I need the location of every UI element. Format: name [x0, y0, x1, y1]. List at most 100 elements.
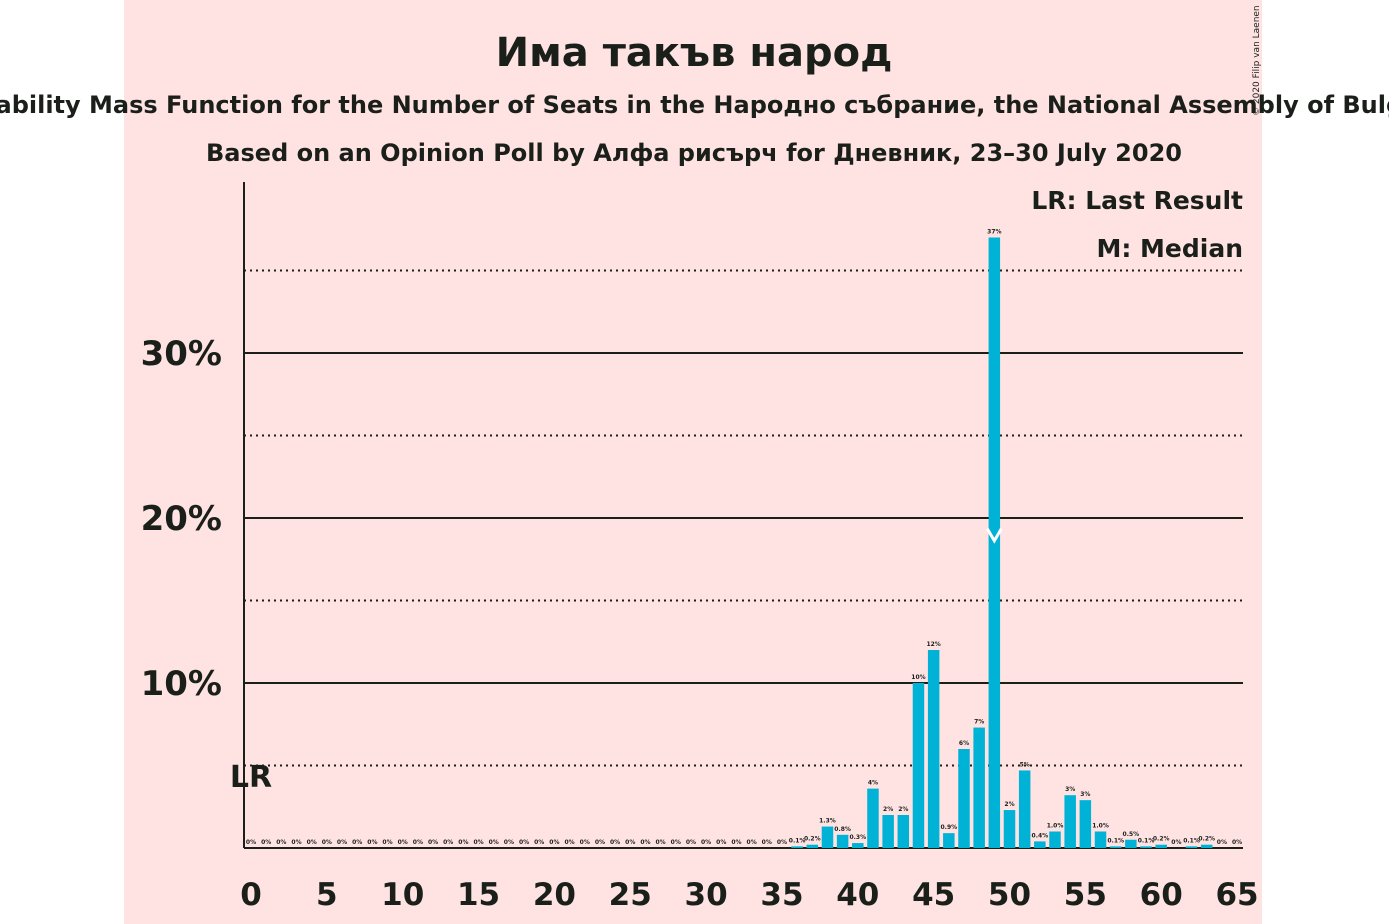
bar-label: 0.9% — [940, 824, 957, 831]
bar-label: 0.1% — [1138, 837, 1155, 844]
bar-label: 0% — [413, 839, 423, 846]
x-tick-label: 65 — [1215, 877, 1258, 913]
bar — [973, 727, 985, 848]
bar — [1064, 795, 1076, 848]
bar-label: 0% — [1217, 839, 1227, 846]
bar — [927, 650, 940, 848]
bar — [1018, 770, 1031, 848]
bar — [821, 826, 834, 848]
x-tick-label: 30 — [685, 877, 728, 913]
bar-label: 0% — [762, 839, 772, 846]
bar-label: 1.3% — [819, 818, 836, 825]
bar — [958, 749, 970, 848]
x-tick-label: 0 — [240, 877, 262, 913]
bar — [1109, 846, 1122, 848]
bar-label: 0% — [716, 839, 726, 846]
x-tick-label: 55 — [1064, 877, 1107, 913]
bar-label: 0.3% — [849, 834, 866, 841]
chart-subtitle-2: Based on an Opinion Poll by Алфа рисърч … — [206, 139, 1182, 167]
x-tick-label: 60 — [1140, 877, 1183, 913]
x-tick-label: 5 — [316, 877, 338, 913]
bar — [852, 843, 864, 848]
bar-label: 0.1% — [789, 837, 806, 844]
y-tick-label: 20% — [141, 499, 222, 539]
x-tick-label: 50 — [988, 877, 1031, 913]
bar-label: 0% — [443, 839, 453, 846]
bar-label: 0% — [489, 839, 499, 846]
bar-label: 2% — [898, 806, 908, 813]
bar-label: 3% — [1080, 791, 1090, 798]
bar-label: 0% — [549, 839, 559, 846]
bar-label: 0% — [473, 839, 483, 846]
bar-label: 0% — [398, 839, 408, 846]
bar — [1034, 841, 1046, 848]
bar-label: 1.0% — [1092, 823, 1109, 830]
median-marker — [986, 527, 1003, 544]
bar-label: 2% — [883, 806, 893, 813]
x-tick-label: 15 — [457, 877, 500, 913]
bar-label: 0% — [610, 839, 620, 846]
bar-label: 0% — [352, 839, 362, 846]
bar-label: 2% — [1004, 801, 1014, 808]
bar — [836, 834, 849, 848]
bar-label: 0% — [580, 839, 590, 846]
bar-label: 0% — [519, 839, 529, 846]
gridlines — [244, 269, 1243, 849]
bar-label: 0.5% — [1123, 831, 1140, 838]
bar-label: 0.4% — [1032, 832, 1049, 839]
bar-label: 4% — [868, 780, 878, 787]
chart-background — [124, 0, 1262, 924]
bar-label: 0% — [291, 839, 301, 846]
bar-label: 1.0% — [1047, 823, 1064, 830]
x-tick-label: 10 — [381, 877, 424, 913]
bar-label: 6% — [959, 740, 969, 747]
bar-label: 0.1% — [1183, 837, 1200, 844]
bar — [806, 844, 819, 848]
bar-label: 0% — [655, 839, 665, 846]
bar — [882, 815, 894, 848]
bar — [1125, 839, 1137, 848]
bar-label: 0% — [671, 839, 681, 846]
x-tick-label: 35 — [760, 877, 803, 913]
x-tick-label: 20 — [533, 877, 576, 913]
bar-label: 0% — [261, 839, 271, 846]
bar-label: 37% — [987, 229, 1001, 236]
bar-label: 0% — [534, 839, 544, 846]
x-axis-ticks: 0 5 10 15 20 25 30 35 40 45 50 55 60 65 — [240, 877, 1258, 913]
bar — [1049, 831, 1061, 848]
x-tick-label: 25 — [609, 877, 652, 913]
bar-label: 0% — [382, 839, 392, 846]
bar — [1185, 846, 1198, 848]
bar-label: 10% — [911, 674, 925, 681]
bar-label: 0% — [747, 839, 757, 846]
bar-label: 0% — [428, 839, 438, 846]
bar-label: 0.1% — [1107, 837, 1124, 844]
y-axis-ticks: 10% 20% 30% — [141, 334, 222, 704]
bar — [897, 815, 910, 848]
bar — [1003, 810, 1016, 848]
bar-label: 0% — [367, 839, 377, 846]
x-tick-label: 40 — [836, 877, 879, 913]
bars — [791, 237, 1213, 848]
bar-label: 0% — [246, 839, 256, 846]
bar-label: 0.2% — [1153, 836, 1170, 843]
bar-label: 0% — [595, 839, 605, 846]
bar-label: 0% — [1232, 839, 1242, 846]
bar-label: 0% — [625, 839, 635, 846]
bar-label: 3% — [1065, 786, 1075, 793]
result-markers: LR — [230, 527, 1003, 795]
last-result-marker: LR — [230, 760, 272, 795]
bar-label: 0% — [701, 839, 711, 846]
bar-label: 0% — [731, 839, 741, 846]
y-tick-label: 10% — [141, 664, 222, 704]
bar — [1155, 844, 1167, 848]
bar — [1200, 844, 1213, 848]
bar-label: 0.2% — [804, 836, 821, 843]
bar-label: 7% — [974, 719, 984, 726]
bar-label: 0% — [777, 839, 787, 846]
legend-last-result: LR: Last Result — [1031, 186, 1243, 215]
legend-median: M: Median — [1096, 234, 1243, 263]
bar-label: 0% — [686, 839, 696, 846]
bar-label: 0.8% — [834, 826, 851, 833]
